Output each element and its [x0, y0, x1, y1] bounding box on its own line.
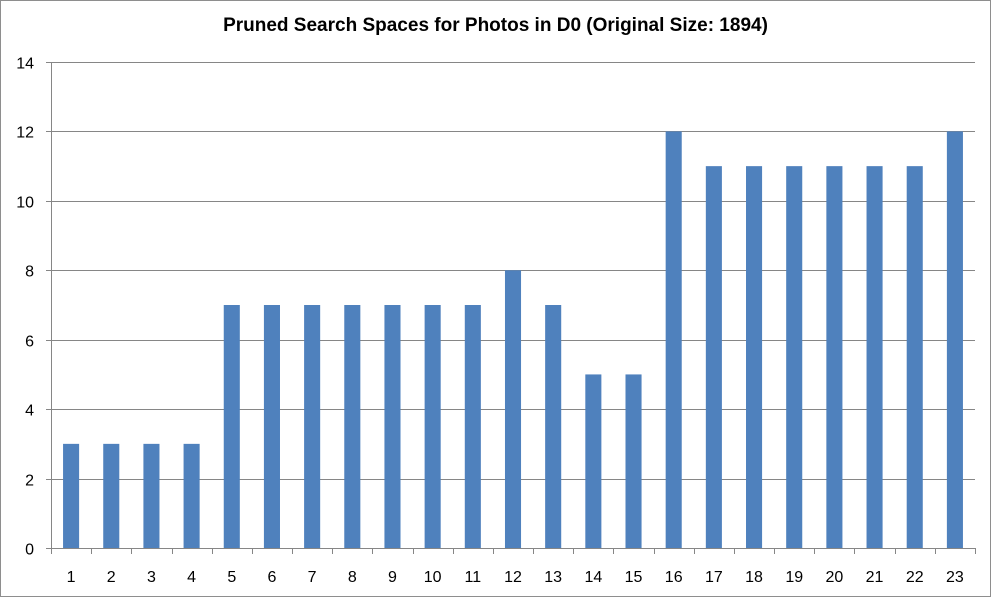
x-tick-label: 15 [625, 569, 643, 586]
bar [906, 166, 923, 548]
x-tick-label: 7 [308, 569, 317, 586]
bar [464, 305, 481, 548]
x-tick-label: 16 [665, 569, 683, 586]
bars [63, 131, 963, 548]
x-tick-label: 1 [67, 569, 76, 586]
y-tick-label: 14 [16, 56, 34, 73]
y-tick-label: 6 [25, 334, 34, 351]
bar [625, 374, 642, 548]
bar [585, 374, 602, 548]
y-tick-label: 2 [25, 473, 34, 490]
axes [46, 62, 976, 554]
y-tick-label: 12 [16, 125, 34, 142]
bar [705, 166, 722, 548]
bar [504, 270, 522, 548]
bar [946, 131, 963, 548]
y-tick-label: 10 [16, 195, 34, 212]
x-tick-label: 3 [147, 569, 156, 586]
bar [183, 443, 200, 548]
bar [63, 443, 80, 548]
x-tick-label: 20 [825, 569, 843, 586]
bar [384, 305, 401, 548]
x-tick-label: 23 [946, 569, 964, 586]
bar [424, 305, 441, 548]
x-tick-labels: 1 2 3 4 5 6 7 8 9 10 11 12 13 14 15 16 17 18 19 20 21 22 23 [67, 569, 964, 586]
bar [344, 305, 361, 548]
x-tick-label: 14 [584, 569, 602, 586]
bar [304, 305, 321, 548]
x-tick-label: 17 [705, 569, 723, 586]
bar [263, 305, 280, 548]
x-tick-label: 21 [866, 569, 884, 586]
x-tick-label: 2 [107, 569, 116, 586]
bar [545, 305, 562, 548]
y-tick-label: 4 [25, 403, 34, 420]
x-tick-label: 11 [465, 569, 482, 586]
bar [746, 166, 763, 548]
bar [223, 305, 240, 548]
y-tick-label: 0 [25, 542, 34, 559]
y-tick-labels: 0 2 4 6 8 10 12 14 [16, 56, 34, 559]
x-tick-label: 5 [227, 569, 236, 586]
x-tick-label: 4 [187, 569, 196, 586]
x-tick-label: 22 [906, 569, 924, 586]
x-tick-label: 12 [504, 569, 522, 586]
bar [665, 131, 682, 548]
chart-title: Pruned Search Spaces for Photos in D0 (O… [223, 15, 768, 36]
bar [143, 443, 160, 548]
x-tick-label: 19 [785, 569, 803, 586]
x-tick-label: 18 [745, 569, 763, 586]
x-tick-label: 9 [388, 569, 397, 586]
bar [866, 166, 883, 548]
x-tick-label: 8 [348, 569, 357, 586]
bar [786, 166, 803, 548]
x-tick-label: 6 [268, 569, 277, 586]
bar [826, 166, 843, 548]
bar [103, 443, 120, 548]
y-tick-label: 8 [25, 264, 34, 281]
x-tick-label: 13 [544, 569, 562, 586]
x-tick-label: 10 [424, 569, 442, 586]
